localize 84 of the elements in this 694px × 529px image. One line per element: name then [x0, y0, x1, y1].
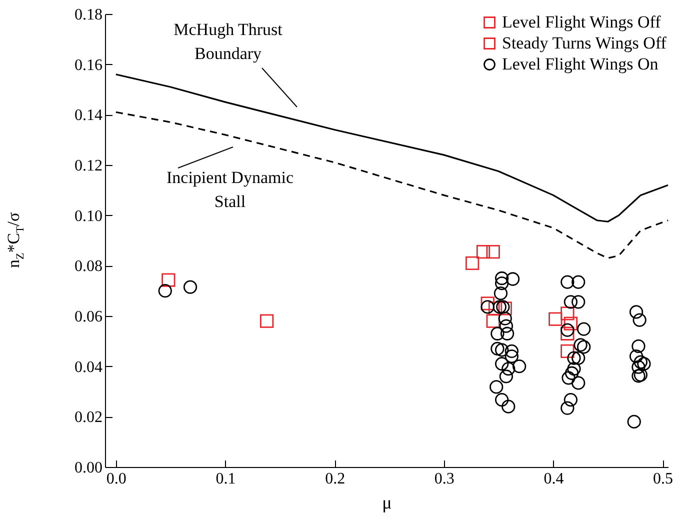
- point: [634, 355, 648, 369]
- legend-label: Steady Turns Wings Off: [502, 34, 667, 52]
- point: [486, 314, 500, 328]
- point: [490, 380, 504, 394]
- y-tick-label: 0.10: [74, 208, 102, 225]
- point: [480, 300, 494, 314]
- point: [637, 357, 651, 371]
- point: [564, 392, 578, 407]
- point: [629, 349, 644, 364]
- x-axis-title: μ: [382, 492, 392, 512]
- point: [560, 401, 574, 415]
- y-tick-label: 0.00: [74, 460, 102, 476]
- x-tick-label: 0.5: [653, 470, 674, 488]
- x-tick-label: 0.0: [106, 470, 126, 488]
- point: [572, 295, 586, 309]
- y-tick-label: 0.14: [74, 107, 102, 124]
- point: [560, 344, 574, 358]
- point: [476, 245, 490, 259]
- point: [495, 271, 509, 286]
- y-tick-label: 0.02: [74, 409, 102, 426]
- point: [502, 400, 516, 414]
- point: [260, 314, 274, 328]
- point: [504, 344, 518, 358]
- point: [498, 312, 512, 326]
- point: [577, 322, 591, 336]
- point: [567, 351, 581, 365]
- y-tick-label: 0.16: [74, 56, 102, 74]
- x-tick-label: 0.1: [216, 470, 236, 488]
- point: [162, 273, 176, 287]
- y-tick-label: 0.04: [74, 358, 102, 376]
- point: [572, 275, 586, 289]
- point: [499, 370, 514, 384]
- point: [502, 362, 516, 376]
- point: [488, 302, 502, 316]
- y-tick-label: 0.12: [74, 158, 102, 174]
- x-tick-label: 0.4: [544, 470, 564, 488]
- point: [494, 286, 508, 300]
- point: [548, 312, 562, 326]
- point: [560, 323, 574, 337]
- point: [632, 313, 646, 327]
- y-tick-label: 0.06: [74, 308, 102, 326]
- point: [506, 272, 520, 286]
- point: [627, 414, 641, 429]
- y-tick-label: 0.18: [74, 6, 102, 24]
- point: [495, 276, 509, 290]
- point: [632, 339, 646, 354]
- point: [183, 280, 198, 294]
- point: [574, 338, 588, 352]
- point: [560, 326, 574, 340]
- point: [632, 360, 646, 374]
- point: [564, 316, 578, 330]
- point: [495, 392, 509, 407]
- legend-label: Level Flight Wings On: [502, 54, 659, 74]
- point: [560, 275, 574, 289]
- point: [499, 319, 514, 333]
- legend-label: Level Flight Wings Off: [502, 12, 662, 32]
- point: [560, 306, 574, 320]
- point: [495, 343, 509, 357]
- point: [567, 362, 581, 376]
- point: [480, 296, 494, 310]
- point: [564, 366, 579, 380]
- point: [490, 342, 504, 356]
- point: [572, 376, 586, 390]
- annotation: Incipient Dynamic Stall: [166, 168, 294, 211]
- y-tick-label: 0.08: [74, 258, 102, 276]
- point: [564, 295, 578, 309]
- line-series: [115, 111, 669, 259]
- point: [577, 340, 591, 354]
- point: [486, 245, 500, 259]
- point: [562, 371, 576, 385]
- x-tick-label: 0.3: [434, 470, 454, 488]
- point: [495, 357, 509, 371]
- point: [158, 284, 172, 298]
- point: [500, 326, 514, 340]
- point: [629, 305, 644, 319]
- point: [492, 300, 506, 314]
- point: [465, 256, 480, 270]
- x-tick-label: 0.2: [325, 470, 346, 488]
- point: [490, 326, 504, 340]
- point: [504, 349, 518, 364]
- point: [572, 351, 586, 365]
- annotation: McHugh Thrust Boundary: [174, 20, 283, 63]
- point: [512, 360, 526, 374]
- line-series: [115, 74, 669, 222]
